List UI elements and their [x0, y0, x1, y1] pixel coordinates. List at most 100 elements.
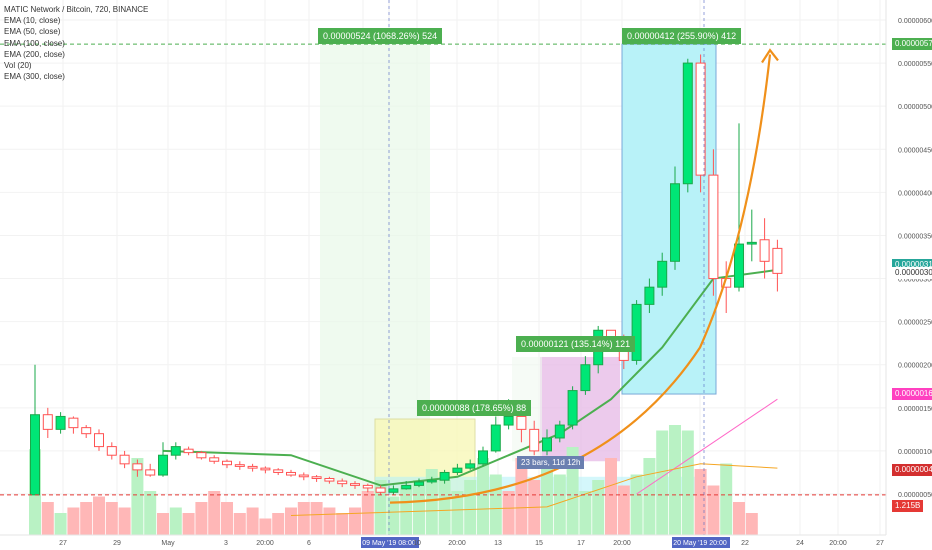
price-marker: 0.00000572 [892, 38, 932, 51]
candle-body [490, 424, 501, 452]
volume-bar [425, 469, 438, 535]
candle-body [478, 450, 488, 465]
indicator-ema10[interactable]: EMA (10, close) [4, 16, 61, 26]
price-tick-label: 0.00000200 [898, 363, 932, 370]
candle-body [465, 463, 476, 469]
price-tick-label: 0.00000300 [898, 277, 932, 284]
time-tick-label: 6 [307, 540, 311, 547]
time-tick-label: 15 [535, 540, 543, 547]
trend-arrow [761, 48, 779, 64]
candle-body [170, 446, 181, 456]
price-tick-label: 0.00000550 [898, 61, 932, 68]
candle-body [158, 454, 168, 476]
volume-bar [131, 458, 144, 535]
candle-body [30, 414, 40, 496]
volume-bar [720, 463, 733, 535]
volume-bar [144, 491, 157, 535]
volume-bar [105, 502, 118, 535]
volume-bar [336, 513, 349, 535]
candle-body [362, 484, 373, 489]
price-tick-label: 0.00000350 [898, 233, 932, 240]
candle-body [708, 174, 719, 280]
time-tick-label: 20:00 [829, 540, 847, 547]
volume-bar [605, 458, 617, 535]
price-axis: 0.00000600 0.00000550 0.00000500 0.00000450… [898, 18, 932, 499]
candle-body [106, 446, 117, 456]
candle-body [337, 480, 348, 485]
volume-bars [29, 425, 758, 535]
volume-bar [400, 485, 413, 535]
candle-body [311, 476, 322, 479]
candle-body [452, 467, 463, 473]
candle-body [580, 364, 591, 392]
candle-body [426, 479, 437, 483]
candle-body [414, 481, 424, 486]
indicator-ema300[interactable]: EMA (300, close) [4, 72, 65, 82]
candle-body [273, 469, 284, 473]
measure-label-1[interactable]: 0.00000524 (1068.26%) 524 [318, 28, 443, 44]
candle-body [401, 484, 412, 490]
candle-body [183, 448, 194, 454]
measure-label-4[interactable]: 0.00000121 (135.14%) 121 [516, 336, 636, 352]
candle-body [682, 62, 693, 185]
volume-bar [67, 507, 80, 535]
overlays [0, 0, 886, 535]
time-tick-label: 24 [796, 540, 804, 547]
indicator-ema50[interactable]: EMA (50, close) [4, 27, 61, 37]
zone-135 [540, 356, 620, 462]
price-marker: 0.00000306 [892, 267, 932, 280]
volume-bar [349, 507, 361, 535]
price-tick-label: 0.00000600 [898, 18, 932, 25]
volume-bar [259, 518, 272, 535]
price-marker: 0.00000166 [892, 388, 932, 401]
volume-bar [118, 507, 131, 535]
volume-bar [515, 458, 528, 535]
candle-body [132, 463, 143, 471]
volume-bar [579, 491, 592, 535]
volume-bar [374, 480, 387, 535]
volume-bar [643, 458, 656, 535]
time-tick-label: 20 May '19 20:00 [673, 540, 727, 547]
time-highlight [672, 537, 730, 548]
volume-bar [182, 513, 195, 535]
candle-body [94, 433, 104, 448]
time-tick-label: May [161, 540, 175, 547]
volume-bar [272, 513, 285, 535]
candle-body [209, 457, 220, 462]
volume-bar [195, 502, 208, 535]
candle-body [734, 243, 744, 288]
volume-bar [694, 469, 707, 535]
price-tick-label: 0.00000150 [898, 406, 932, 413]
time-tick-label: 22 [741, 540, 749, 547]
candle-body [554, 424, 565, 439]
indicator-ema200[interactable]: EMA (200, close) [4, 49, 65, 59]
volume-bar [41, 502, 54, 535]
time-tick-label: 09 May '19 08:00 [362, 540, 416, 547]
volume-bar [54, 513, 67, 535]
candle-body [298, 474, 309, 478]
volume-bar [502, 491, 515, 535]
measure-label-3[interactable]: 0.00000088 (178.65%) 88 [417, 400, 532, 416]
chart-title: MATIC Network / Bitcoin, 720, BINANCE [4, 5, 149, 14]
time-tick-label: 20:00 [613, 540, 631, 547]
volume-bar [541, 469, 553, 535]
time-tick-label: 20:00 [256, 540, 274, 547]
price-tick-label: 0.00000250 [898, 320, 932, 327]
volume-bar [464, 480, 477, 535]
candle-body [695, 62, 706, 176]
candle-body [119, 454, 130, 465]
candle-body [324, 477, 335, 482]
price-tick-label: 0.00000100 [898, 449, 932, 456]
volume-bar [438, 480, 451, 535]
time-tick-label: 3 [224, 540, 228, 547]
indicator-ema100[interactable]: EMA (100, close) [4, 38, 65, 48]
price-marker: 0.00000049 [892, 464, 932, 476]
volume-bar [617, 485, 630, 535]
measure-label-2[interactable]: 0.00000412 (255.90%) 412 [622, 28, 742, 44]
time-tick-label: 20:00 [448, 540, 466, 547]
trend-curve [389, 54, 772, 504]
indicator-vol[interactable]: Vol (20) [4, 61, 32, 71]
candle-body [772, 247, 783, 274]
candle-body [670, 183, 680, 262]
